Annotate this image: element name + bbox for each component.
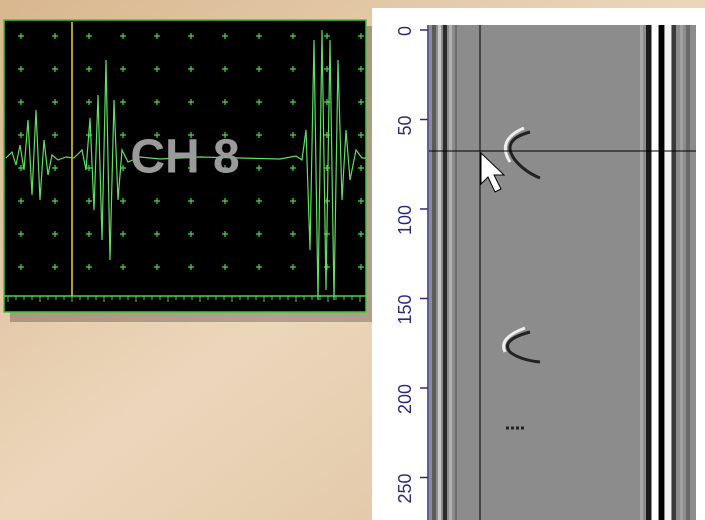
b-scan-image (429, 25, 696, 520)
waveform (5, 29, 366, 301)
ruler-ticks (7, 296, 361, 302)
mouse-cursor (480, 151, 506, 193)
channel-label: CH 8 (130, 131, 239, 184)
y-tick-label: 100 (395, 205, 415, 235)
y-tick-label: 250 (395, 474, 415, 504)
a-scan-panel: CH 8 (3, 19, 372, 322)
graticule (4, 20, 366, 292)
y-tick-label: 150 (395, 295, 415, 325)
y-tick-label: 200 (395, 384, 415, 414)
y-tick-label: 0 (395, 26, 415, 36)
b-scan-panel: 0 50 100 150 200 250 (372, 8, 705, 520)
stripes (432, 25, 690, 520)
y-tick-label: 50 (395, 116, 415, 136)
echoes (502, 126, 541, 430)
